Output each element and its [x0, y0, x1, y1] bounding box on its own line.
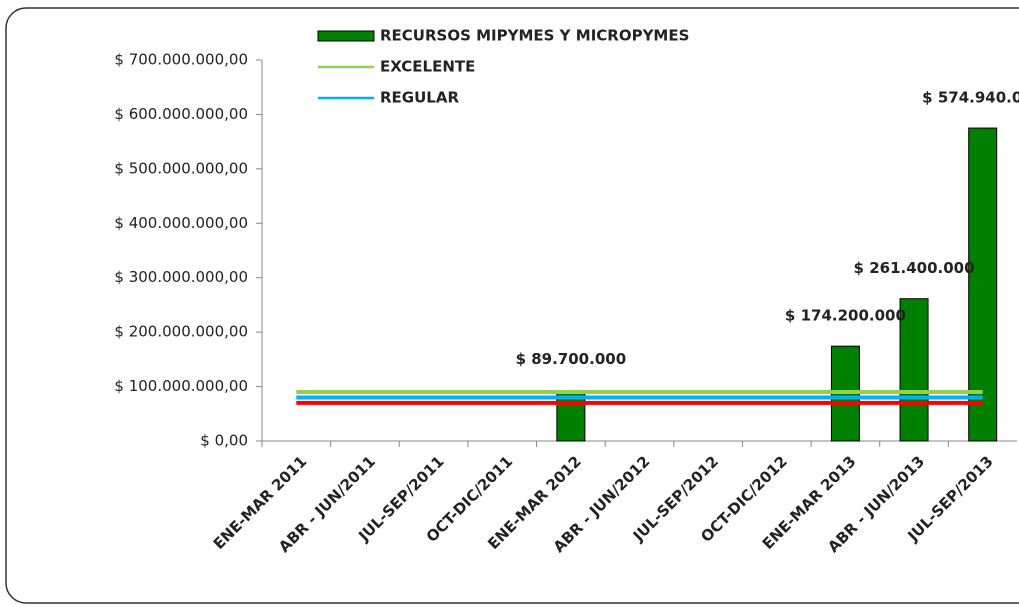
- y-tick-label: $ 700.000.000,00: [114, 51, 248, 69]
- chart-border: [5, 7, 1019, 604]
- legend-swatch: [317, 30, 375, 42]
- bar: [899, 298, 929, 442]
- y-tick-label: $ 400.000.000,00: [114, 214, 248, 232]
- data-label: $ 89.700.000: [516, 350, 627, 368]
- bar: [968, 127, 998, 442]
- y-tick-label: $ 500.000.000,00: [114, 159, 248, 177]
- y-tick-label: $ 600.000.000,00: [114, 105, 248, 123]
- y-tick-label: $ 100.000.000,00: [114, 377, 248, 395]
- legend-label: RECURSOS MIPYMES Y MICROPYMES: [380, 27, 689, 45]
- data-label: $ 574.940.000: [922, 89, 1019, 107]
- data-label: $ 261.400.000: [854, 259, 975, 277]
- legend-label: EXCELENTE: [380, 58, 475, 76]
- y-tick-label: $ 0,00: [200, 432, 248, 450]
- y-tick-label: $ 300.000.000,00: [114, 268, 248, 286]
- data-label: $ 174.200.000: [785, 307, 906, 325]
- y-tick-label: $ 200.000.000,00: [114, 323, 248, 341]
- legend-label: REGULAR: [380, 89, 459, 107]
- bar: [556, 391, 586, 442]
